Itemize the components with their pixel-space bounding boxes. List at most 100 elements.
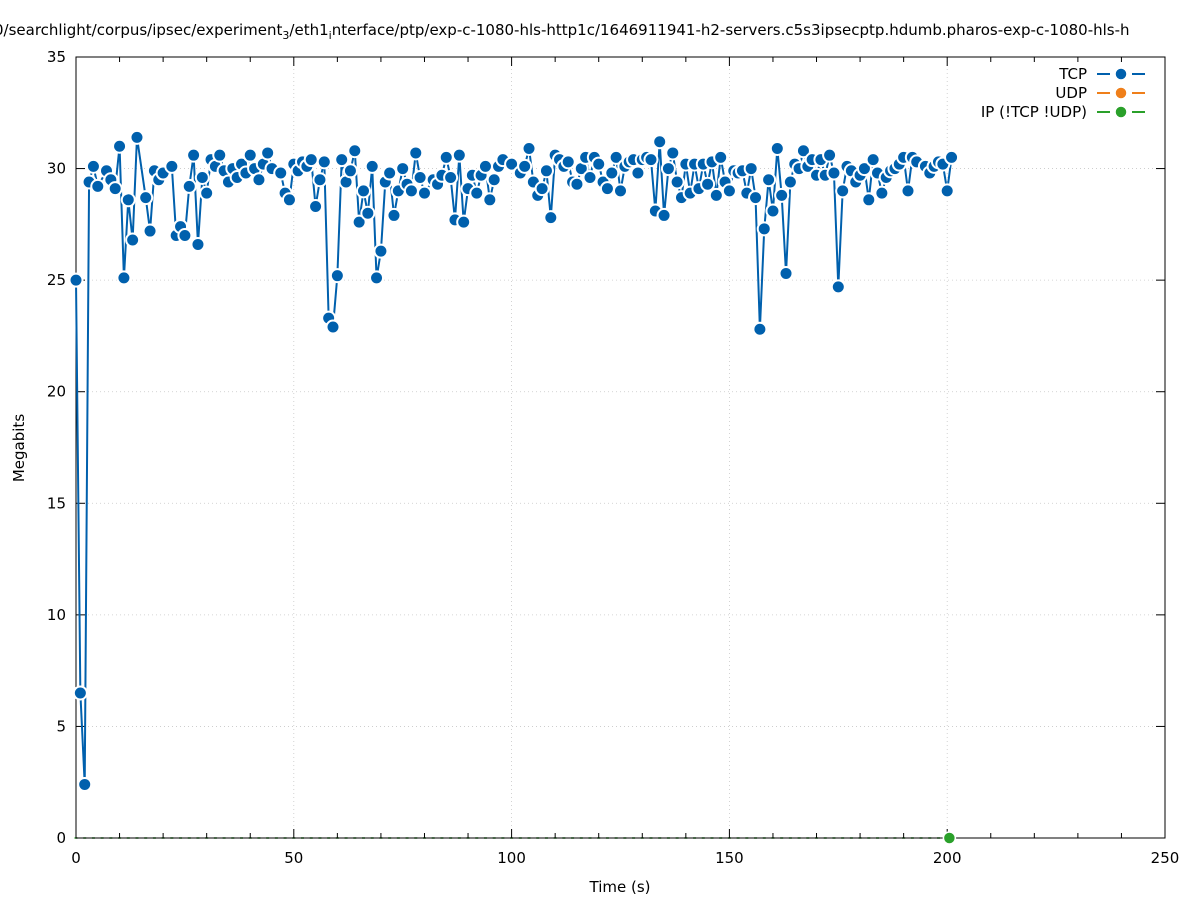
tcp-point <box>782 174 798 190</box>
tcp-point <box>451 147 467 163</box>
tcp-point <box>382 165 398 181</box>
tcp-point <box>308 199 324 215</box>
tcp-point <box>486 172 502 188</box>
plot-border <box>75 56 1166 839</box>
tcp-point <box>212 147 228 163</box>
tcp-point <box>408 145 424 161</box>
y-tick-label: 25 <box>47 271 66 289</box>
tcp-point <box>538 163 554 179</box>
tcp-point <box>190 236 206 252</box>
y-tick-label: 35 <box>47 48 66 66</box>
tcp-point <box>138 190 154 206</box>
title-subscript: 3 <box>282 29 289 42</box>
tcp-point <box>325 319 341 335</box>
tcp-point <box>944 149 960 165</box>
tcp-point <box>861 192 877 208</box>
tcp-point <box>713 149 729 165</box>
tcp-point <box>608 149 624 165</box>
tcp-point <box>900 183 916 199</box>
y-axis-label: Megabits <box>10 414 28 482</box>
x-tick-label: 200 <box>933 849 962 867</box>
tcp-point <box>107 181 123 197</box>
tcp-point <box>517 158 533 174</box>
tcp-point <box>281 192 297 208</box>
legend-marker <box>1114 105 1128 119</box>
tcp-point <box>303 152 319 168</box>
tcp-point <box>469 185 485 201</box>
series-tcp <box>68 129 960 792</box>
tcp-point <box>177 228 193 244</box>
tcp-point <box>85 158 101 174</box>
ip-point <box>942 831 957 845</box>
tcp-point <box>652 134 668 150</box>
tcp-point <box>164 158 180 174</box>
tcp-point <box>395 161 411 177</box>
tcp-point <box>874 185 890 201</box>
tcp-point <box>613 183 628 199</box>
x-tick-label: 0 <box>71 849 81 867</box>
tcp-point <box>748 190 764 206</box>
tcp-point <box>656 207 672 223</box>
tcp-point <box>242 147 258 163</box>
title-segment: nterface/ptp/exp-c-1080-hls-http1c/16469… <box>332 21 1130 39</box>
y-tick-label: 5 <box>56 717 66 735</box>
y-tick-label: 0 <box>56 829 66 847</box>
tcp-point <box>761 172 777 188</box>
x-axis-label: Time (s) <box>589 878 651 896</box>
tcp-point <box>721 183 737 199</box>
legend-label: UDP <box>1055 84 1087 102</box>
tcp-point <box>830 279 846 295</box>
tcp-point <box>72 685 88 701</box>
tcp-point <box>120 192 136 208</box>
tcp-point <box>543 210 559 226</box>
chart-title: 0/searchlight/corpus/ipsec/experiment3/e… <box>0 21 1130 42</box>
tcp-point <box>403 183 419 199</box>
tcp-point <box>743 161 759 177</box>
tcp-point <box>856 161 872 177</box>
x-tick-label: 50 <box>284 849 303 867</box>
tcp-point <box>373 243 389 259</box>
tcp-point <box>778 265 794 281</box>
tcp-point <box>795 143 811 159</box>
title-segment: /eth1 <box>289 21 328 39</box>
tcp-point <box>251 172 267 188</box>
tcp-point <box>756 221 772 237</box>
tcp-point <box>112 138 128 154</box>
tcp-point <box>181 178 197 194</box>
tcp-point <box>194 169 210 185</box>
tcp-point <box>482 192 498 208</box>
tcp-point <box>351 214 367 230</box>
tcp-point <box>774 187 790 203</box>
tcp-point <box>342 163 358 179</box>
tcp-point <box>412 169 428 185</box>
tcp-point <box>599 181 615 197</box>
tcp-point <box>77 776 93 792</box>
tcp-point <box>329 268 345 284</box>
tcp-point <box>90 178 106 194</box>
tcp-point <box>312 172 328 188</box>
tcp-point <box>534 181 550 197</box>
y-tick-label: 30 <box>47 160 66 178</box>
axis-tick-labels: 0 50 100 150 200 250 0 5 10 15 20 25 30 35 <box>47 48 1179 867</box>
tcp-point <box>665 145 681 161</box>
tcp-point <box>700 176 716 192</box>
tcp-point <box>826 165 842 181</box>
tcp-point <box>364 158 380 174</box>
tcp-point <box>347 143 363 159</box>
tcp-point <box>260 145 276 161</box>
tcp-point <box>752 321 768 337</box>
tcp-point <box>765 203 781 219</box>
legend-label: IP (!TCP !UDP) <box>981 103 1087 121</box>
tcp-point <box>582 169 598 185</box>
x-tick-label: 150 <box>715 849 744 867</box>
tcp-point <box>186 147 202 163</box>
tcp-point <box>142 223 158 239</box>
tcp-point <box>569 176 585 192</box>
title-segment: 0/searchlight/corpus/ipsec/experiment <box>0 21 283 39</box>
x-tick-label: 250 <box>1151 849 1180 867</box>
title-subscript: i <box>329 29 332 42</box>
tcp-point <box>939 183 955 199</box>
